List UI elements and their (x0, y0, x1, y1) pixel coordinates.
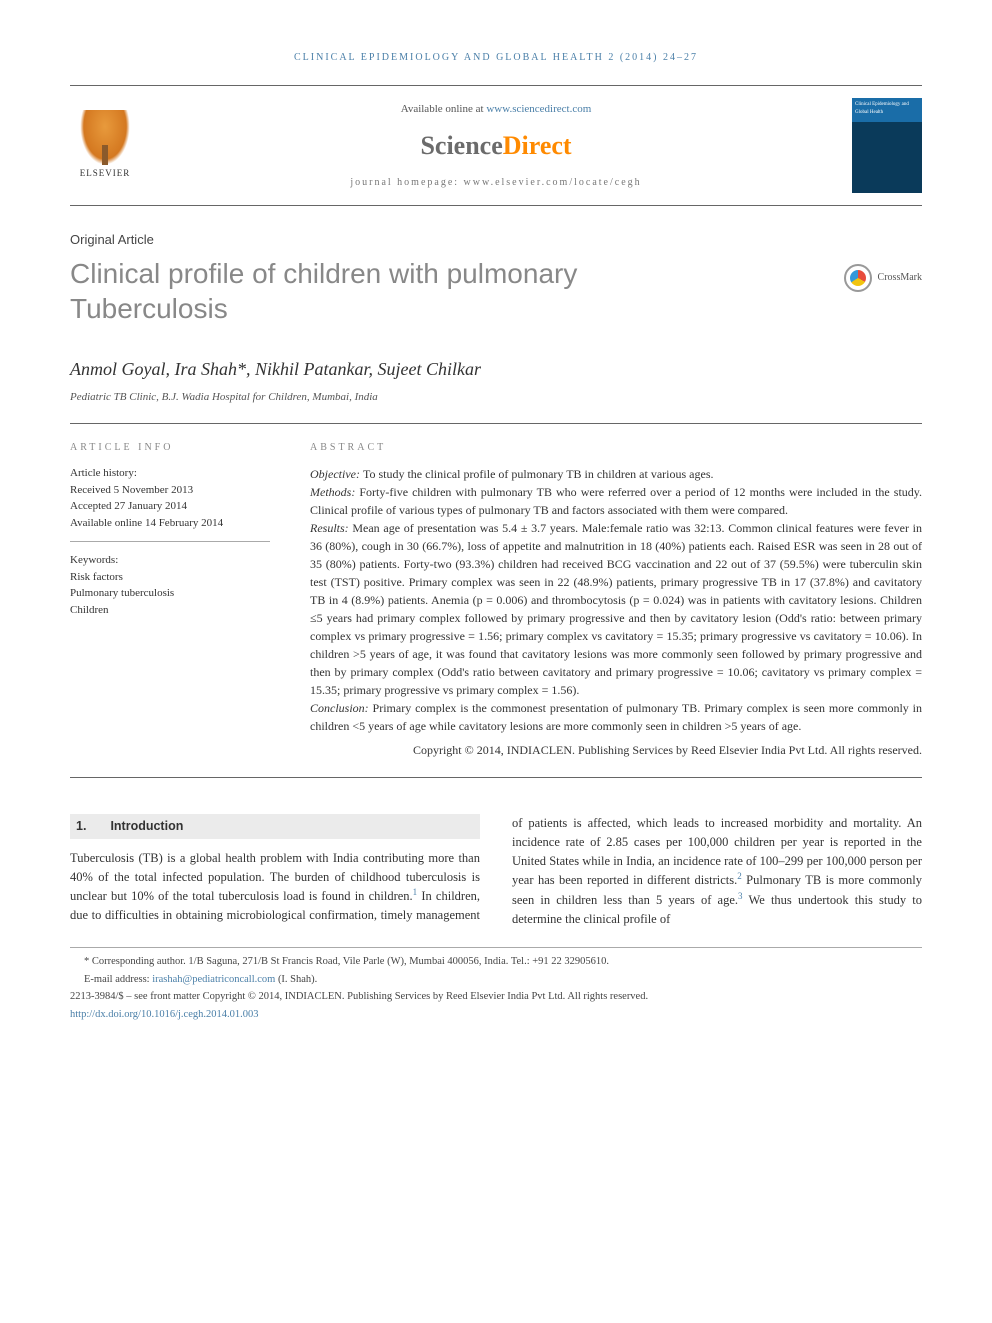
footnotes: * Corresponding author. 1/B Saguna, 271/… (70, 947, 922, 1023)
email-label: E-mail address: (84, 974, 152, 985)
abstract-methods: Methods: Forty-five children with pulmon… (310, 483, 922, 519)
article-title: Clinical profile of children with pulmon… (70, 256, 730, 326)
running-head: CLINICAL EPIDEMIOLOGY AND GLOBAL HEALTH … (70, 50, 922, 65)
journal-cover-thumbnail[interactable]: Clinical Epidemiology and Global Health (852, 98, 922, 193)
homepage-url[interactable]: www.elsevier.com/locate/cegh (464, 177, 642, 188)
sd-direct: Direct (503, 131, 572, 160)
abstract-results: Results: Mean age of presentation was 5.… (310, 519, 922, 699)
elsevier-logo[interactable]: ELSEVIER (70, 106, 140, 186)
article-type: Original Article (70, 230, 922, 250)
section-1-head: 1. Introduction (70, 814, 480, 839)
section-1-num: 1. (76, 817, 86, 836)
doi-link[interactable]: http://dx.doi.org/10.1016/j.cegh.2014.01… (70, 1009, 259, 1020)
sciencedirect-logo[interactable]: ScienceDirect (140, 126, 852, 165)
doi-line: http://dx.doi.org/10.1016/j.cegh.2014.01… (70, 1007, 922, 1023)
elsevier-tree-icon (80, 110, 130, 165)
corresponding-author: * Corresponding author. 1/B Saguna, 271/… (70, 954, 922, 970)
crossmark-label: CrossMark (878, 270, 922, 285)
results-text: Mean age of presentation was 5.4 ± 3.7 y… (310, 521, 922, 697)
available-online: Available online at www.sciencedirect.co… (140, 101, 852, 118)
authors: Anmol Goyal, Ira Shah*, Nikhil Patankar,… (70, 356, 922, 383)
issn-line: 2213-3984/$ – see front matter Copyright… (70, 989, 922, 1005)
online-date: Available online 14 February 2014 (70, 515, 270, 532)
received-date: Received 5 November 2013 (70, 482, 270, 499)
keyword-1: Risk factors (70, 569, 270, 586)
keywords-label: Keywords: (70, 552, 270, 569)
article-info-head: ARTICLE INFO (70, 440, 270, 455)
conclusion-label: Conclusion: (310, 701, 373, 715)
homepage-label: journal homepage: (350, 177, 463, 188)
abstract-column: ABSTRACT Objective: To study the clinica… (310, 440, 922, 759)
sd-science: Science (420, 131, 502, 160)
abstract-copyright: Copyright © 2014, INDIACLEN. Publishing … (310, 741, 922, 759)
abstract-conclusion: Conclusion: Primary complex is the commo… (310, 699, 922, 735)
body-text: 1. Introduction Tuberculosis (TB) is a g… (70, 814, 922, 929)
conclusion-text: Primary complex is the commonest present… (310, 701, 922, 733)
email-link[interactable]: irashah@pediatriconcall.com (152, 974, 275, 985)
affiliation: Pediatric TB Clinic, B.J. Wadia Hospital… (70, 389, 922, 406)
methods-text: Forty-five children with pulmonary TB wh… (310, 485, 922, 517)
abstract-head: ABSTRACT (310, 440, 922, 455)
crossmark-widget[interactable]: CrossMark (844, 256, 922, 292)
abstract-objective: Objective: To study the clinical profile… (310, 465, 922, 483)
accepted-date: Accepted 27 January 2014 (70, 498, 270, 515)
email-line: E-mail address: irashah@pediatriconcall.… (70, 972, 922, 988)
methods-label: Methods: (310, 485, 359, 499)
keyword-3: Children (70, 602, 270, 619)
history-label: Article history: (70, 465, 270, 482)
keywords-block: Keywords: Risk factors Pulmonary tubercu… (70, 552, 270, 628)
keyword-2: Pulmonary tuberculosis (70, 585, 270, 602)
article-info-column: ARTICLE INFO Article history: Received 5… (70, 440, 270, 759)
journal-homepage: journal homepage: www.elsevier.com/locat… (140, 175, 852, 190)
results-label: Results: (310, 521, 352, 535)
masthead: ELSEVIER Available online at www.science… (70, 85, 922, 206)
email-who: (I. Shah). (275, 974, 317, 985)
objective-text: To study the clinical profile of pulmona… (363, 467, 714, 481)
crossmark-icon (844, 264, 872, 292)
available-prefix: Available online at (401, 103, 487, 115)
sciencedirect-link[interactable]: www.sciencedirect.com (486, 103, 591, 115)
section-1-title: Introduction (110, 817, 183, 836)
publisher-name: ELSEVIER (80, 167, 131, 181)
objective-label: Objective: (310, 467, 363, 481)
cover-title: Clinical Epidemiology and Global Health (855, 102, 909, 115)
history-block: Article history: Received 5 November 201… (70, 465, 270, 542)
masthead-center: Available online at www.sciencedirect.co… (140, 101, 852, 190)
